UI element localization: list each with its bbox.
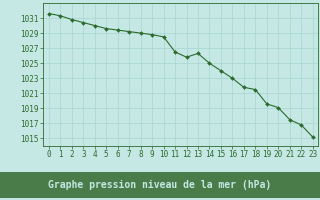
Text: Graphe pression niveau de la mer (hPa): Graphe pression niveau de la mer (hPa): [48, 180, 272, 190]
